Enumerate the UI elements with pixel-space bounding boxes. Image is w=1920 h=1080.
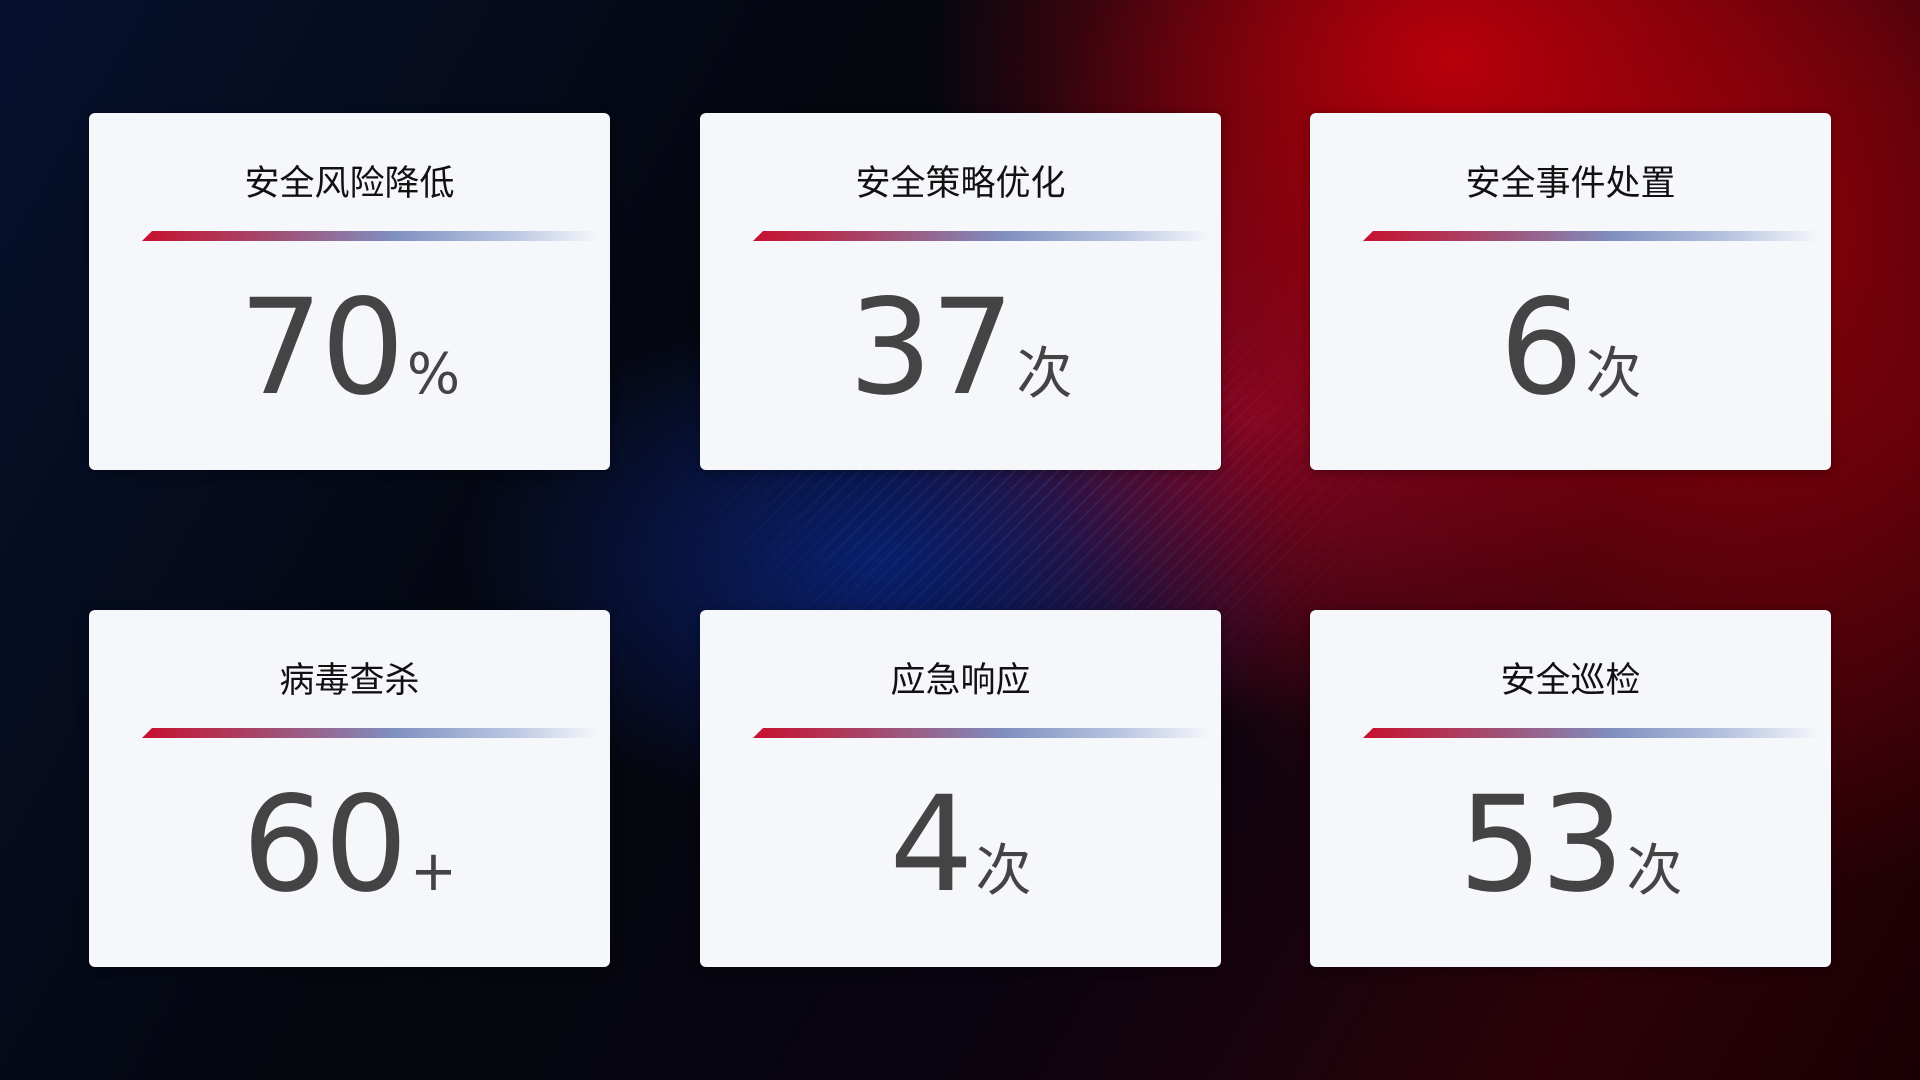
card-number: 4: [889, 768, 974, 922]
card-title: 安全风险降低: [244, 164, 455, 204]
card-unit: 次: [975, 839, 1032, 904]
card-divider: [1363, 231, 1819, 241]
card-value: 53次: [1310, 770, 1831, 920]
stat-card-security-inspection: 安全巡检 53次: [1310, 610, 1831, 967]
card-divider: [1363, 728, 1819, 738]
stat-card-risk-reduction: 安全风险降低 70%: [89, 113, 610, 470]
card-divider: [142, 728, 598, 738]
card-title: 病毒查杀: [279, 661, 420, 701]
card-value: 6次: [1310, 273, 1831, 423]
card-unit: 次: [1626, 839, 1683, 904]
card-unit: %: [406, 342, 461, 407]
card-title: 安全巡检: [1500, 661, 1641, 701]
card-title: 应急响应: [890, 661, 1031, 701]
card-value: 60+: [89, 770, 610, 920]
card-title: 安全事件处置: [1465, 164, 1676, 204]
card-unit: 次: [1585, 342, 1642, 407]
card-value: 4次: [700, 770, 1221, 920]
card-unit: 次: [1016, 342, 1073, 407]
stat-card-policy-optimization: 安全策略优化 37次: [700, 113, 1221, 470]
card-value: 37次: [700, 273, 1221, 423]
card-divider: [142, 231, 598, 241]
card-number: 70: [238, 271, 405, 425]
card-number: 37: [848, 271, 1015, 425]
card-title: 安全策略优化: [855, 164, 1066, 204]
stat-card-virus-removal: 病毒查杀 60+: [89, 610, 610, 967]
card-divider: [753, 231, 1209, 241]
stat-card-emergency-response: 应急响应 4次: [700, 610, 1221, 967]
card-divider: [753, 728, 1209, 738]
stat-card-incident-handling: 安全事件处置 6次: [1310, 113, 1831, 470]
card-number: 60: [242, 768, 408, 922]
card-number: 6: [1499, 271, 1584, 425]
card-unit: +: [410, 839, 457, 904]
card-number: 53: [1458, 768, 1625, 922]
card-value: 70%: [89, 273, 610, 423]
